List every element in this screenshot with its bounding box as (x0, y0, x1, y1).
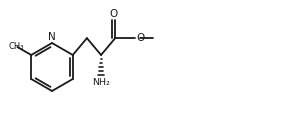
Text: O: O (110, 9, 118, 19)
Text: CH₃: CH₃ (8, 42, 24, 51)
Text: NH₂: NH₂ (92, 78, 110, 87)
Text: N: N (48, 32, 56, 42)
Text: O: O (136, 33, 145, 43)
